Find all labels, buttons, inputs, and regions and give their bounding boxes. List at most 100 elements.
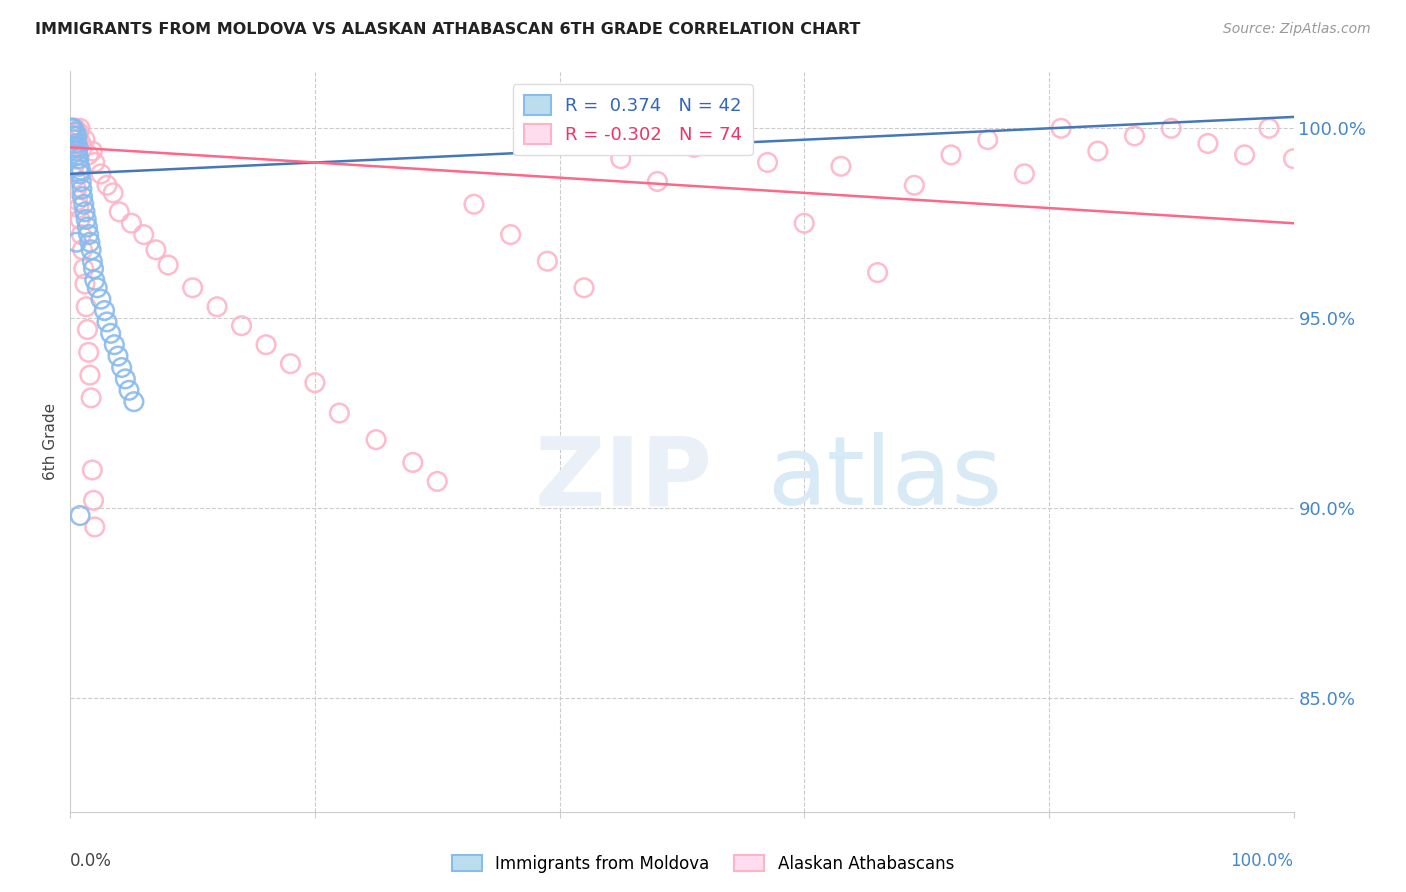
Point [72,189,94,203]
Point [70,136,93,151]
Point [69,167,91,181]
Point [69,159,91,173]
Point [62,121,84,136]
Point [60,121,83,136]
Point [76,220,98,235]
Point [132,227,155,242]
Point [77,148,100,162]
Point [103,337,125,351]
Point [63,159,86,173]
Point [231,318,253,333]
Point [65,235,87,250]
Point [426,475,449,489]
Point [866,266,889,280]
Point [328,406,350,420]
Point [1197,136,1219,151]
Point [69,508,91,523]
Point [80,391,103,405]
Point [66,148,89,162]
Point [1123,128,1146,143]
Y-axis label: 6th Grade: 6th Grade [44,403,59,480]
Point [122,394,145,409]
Point [114,372,136,386]
Point [463,197,485,211]
Point [63,170,86,185]
Point [62,128,84,143]
Point [254,337,277,351]
Point [145,243,167,257]
Point [118,384,141,398]
Point [1014,167,1036,181]
Point [100,326,122,341]
Point [62,121,84,136]
Point [1233,148,1256,162]
Point [647,174,669,188]
Point [65,136,87,151]
Point [60,121,83,136]
Point [76,322,98,336]
Point [793,216,815,230]
Point [536,254,558,268]
Point [67,201,90,215]
Point [86,281,108,295]
Point [72,243,94,257]
Point [83,520,105,534]
Legend: R =  0.374   N = 42, R = -0.302   N = 74: R = 0.374 N = 42, R = -0.302 N = 74 [513,84,754,154]
Text: ZIP: ZIP [536,432,713,525]
Point [67,125,90,139]
Point [75,212,97,227]
Point [69,121,91,136]
Point [720,128,742,143]
Point [73,204,96,219]
Point [83,493,105,508]
Point [83,273,105,287]
Point [903,178,925,193]
Point [1050,121,1073,136]
Point [830,159,852,173]
Point [73,133,96,147]
Point [75,300,97,314]
Point [101,186,124,200]
Point [79,235,101,250]
Point [610,152,633,166]
Point [976,133,998,147]
Point [66,133,89,147]
Point [499,227,522,242]
Point [82,254,104,268]
Point [77,227,100,242]
Point [70,182,93,196]
Text: Source: ZipAtlas.com: Source: ZipAtlas.com [1223,22,1371,37]
Point [205,300,228,314]
Point [683,140,706,154]
Point [69,163,91,178]
Point [66,194,89,208]
Point [939,148,962,162]
Point [121,216,143,230]
Point [67,140,90,154]
Point [77,345,100,359]
Point [73,277,96,291]
Point [1282,152,1305,166]
Text: 100.0%: 100.0% [1230,853,1294,871]
Point [304,376,326,390]
Point [1160,121,1182,136]
Point [402,455,425,469]
Point [63,121,86,136]
Point [96,315,118,329]
Point [60,121,83,136]
Point [63,140,86,154]
Point [70,227,93,242]
Text: atlas: atlas [768,432,1002,525]
Point [90,167,112,181]
Point [108,204,131,219]
Point [157,258,180,272]
Point [93,303,115,318]
Point [69,212,91,227]
Legend: Immigrants from Moldova, Alaskan Athabascans: Immigrants from Moldova, Alaskan Athabas… [446,848,960,880]
Point [63,125,86,139]
Point [73,261,96,276]
Point [79,368,101,383]
Point [83,155,105,169]
Point [111,360,134,375]
Point [107,349,129,363]
